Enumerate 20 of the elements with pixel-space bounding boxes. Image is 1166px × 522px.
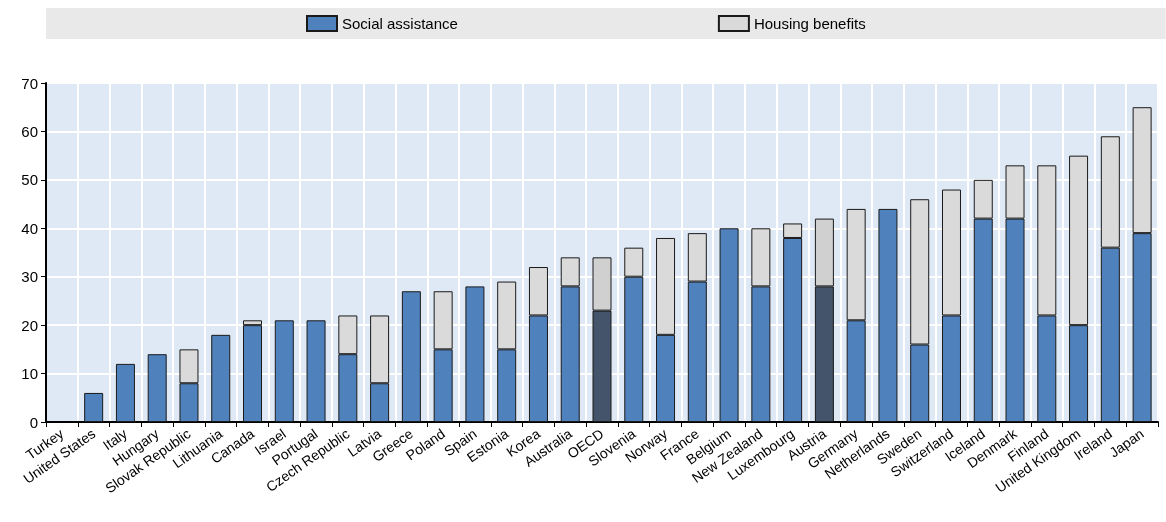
legend-label: Housing benefits xyxy=(753,15,866,32)
bar xyxy=(401,291,421,422)
y-tick-label: 10 xyxy=(21,365,38,383)
bar xyxy=(306,320,326,422)
y-tick-label: 0 xyxy=(29,413,38,431)
bar xyxy=(878,208,898,422)
bar xyxy=(211,334,231,422)
legend-label: Social assistance xyxy=(342,15,458,32)
bar xyxy=(147,354,167,422)
y-tick-label: 70 xyxy=(21,74,38,92)
y-tick-label: 30 xyxy=(21,268,38,286)
bar xyxy=(274,320,294,422)
y-tick-label: 60 xyxy=(21,122,38,140)
bar xyxy=(465,286,485,422)
bar xyxy=(84,392,104,422)
bar xyxy=(115,363,135,422)
y-tick-label: 50 xyxy=(21,171,38,189)
y-tick-label: 40 xyxy=(21,219,38,237)
y-tick-label: 20 xyxy=(21,316,38,334)
bar xyxy=(719,228,739,422)
